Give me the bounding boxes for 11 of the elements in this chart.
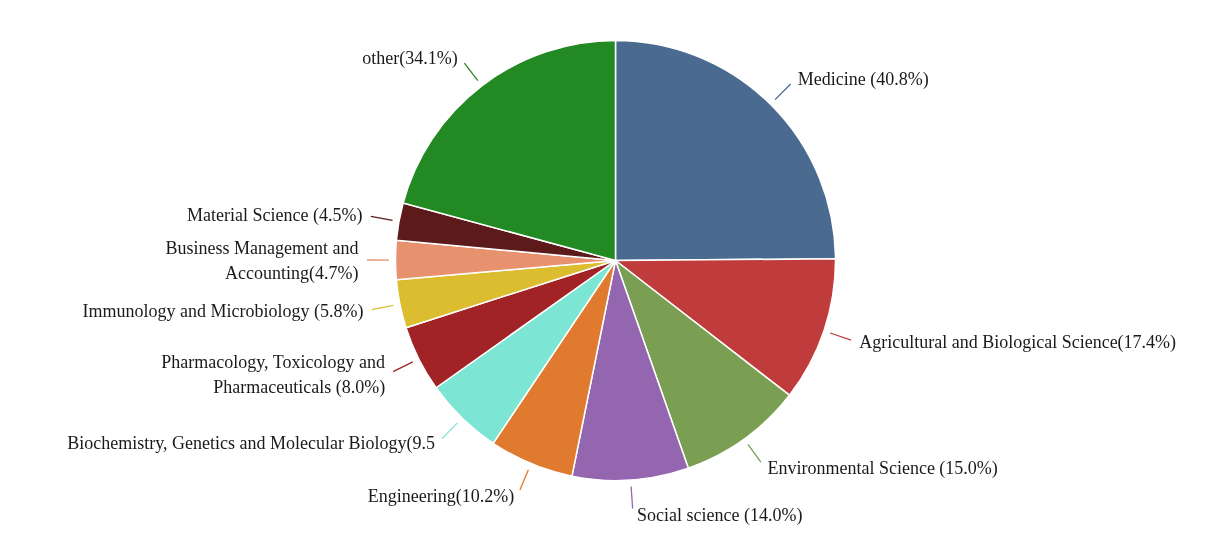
slice-label: Agricultural and Biological Science(17.4%) <box>859 332 1177 354</box>
slice-label: Immunology and Microbiology (5.8%) <box>82 301 364 323</box>
slice-label: Biochemistry, Genetics and Molecular Biology(9.5 <box>67 433 436 455</box>
slice-label: Environmental Science (15.0%) <box>767 457 998 479</box>
slice-label: Business Management and Accounting(4.7%) <box>165 237 359 284</box>
slice-label: other(34.1%) <box>362 47 458 69</box>
slice-label: Medicine (40.8%) <box>797 69 929 91</box>
slice-label: Social science (14.0%) <box>636 505 803 527</box>
slice-label: Engineering(10.2%) <box>367 486 515 508</box>
slice-label: Material Science (4.5%) <box>187 205 363 227</box>
slice-label: Pharmacology, Toxicology and Pharmaceuticals (8.0%) <box>161 352 386 399</box>
